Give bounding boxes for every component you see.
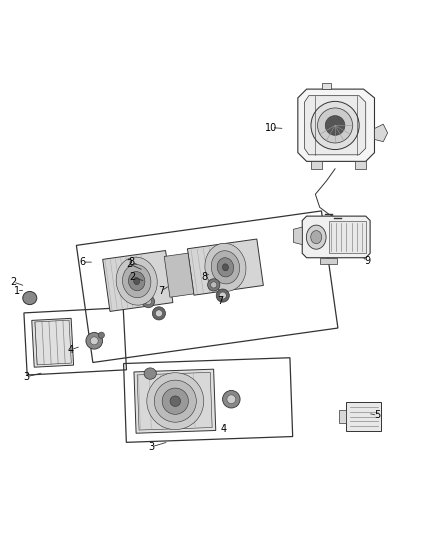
Text: 3: 3 — [23, 372, 29, 382]
Text: 10: 10 — [265, 123, 278, 133]
Ellipse shape — [325, 116, 345, 135]
Polygon shape — [346, 402, 381, 431]
Ellipse shape — [219, 292, 226, 299]
Ellipse shape — [211, 251, 240, 284]
Ellipse shape — [223, 391, 240, 408]
Ellipse shape — [318, 108, 353, 143]
Polygon shape — [187, 239, 263, 295]
Ellipse shape — [208, 279, 220, 291]
Ellipse shape — [223, 264, 229, 271]
Polygon shape — [164, 253, 194, 297]
Polygon shape — [304, 96, 366, 155]
Ellipse shape — [134, 278, 140, 285]
Ellipse shape — [123, 264, 151, 298]
Ellipse shape — [311, 101, 359, 150]
Polygon shape — [374, 124, 388, 142]
Ellipse shape — [23, 292, 37, 304]
Ellipse shape — [98, 332, 104, 338]
Text: 8: 8 — [128, 257, 134, 267]
Polygon shape — [355, 161, 366, 169]
Polygon shape — [137, 373, 212, 430]
Text: 9: 9 — [364, 256, 370, 266]
Polygon shape — [302, 216, 370, 258]
Text: 5: 5 — [374, 410, 381, 421]
Text: 8: 8 — [201, 272, 207, 282]
Ellipse shape — [155, 310, 162, 317]
Ellipse shape — [216, 289, 230, 302]
Text: 4: 4 — [220, 424, 226, 433]
Ellipse shape — [152, 307, 166, 320]
Ellipse shape — [306, 225, 326, 249]
Ellipse shape — [86, 333, 102, 349]
Polygon shape — [298, 89, 374, 161]
Ellipse shape — [154, 380, 196, 422]
Text: 1: 1 — [14, 286, 20, 296]
Ellipse shape — [170, 396, 180, 407]
Polygon shape — [32, 318, 74, 367]
Polygon shape — [134, 369, 216, 433]
Text: 4: 4 — [68, 345, 74, 355]
Ellipse shape — [217, 258, 233, 277]
Text: 6: 6 — [79, 257, 85, 267]
Polygon shape — [328, 221, 366, 253]
Ellipse shape — [311, 231, 321, 244]
Text: 2: 2 — [126, 259, 132, 269]
Ellipse shape — [144, 368, 156, 379]
Ellipse shape — [145, 298, 152, 305]
Polygon shape — [311, 161, 322, 169]
Ellipse shape — [147, 373, 204, 430]
Polygon shape — [293, 227, 302, 245]
Ellipse shape — [116, 257, 157, 305]
Text: 3: 3 — [148, 442, 154, 452]
Polygon shape — [339, 410, 346, 423]
Text: 7: 7 — [158, 286, 164, 296]
Polygon shape — [322, 83, 331, 89]
Ellipse shape — [205, 243, 246, 292]
Ellipse shape — [142, 295, 155, 308]
Text: 2: 2 — [10, 277, 16, 287]
Polygon shape — [320, 258, 337, 264]
Text: 2: 2 — [129, 272, 135, 282]
Ellipse shape — [90, 337, 98, 345]
Ellipse shape — [128, 271, 145, 290]
Ellipse shape — [211, 282, 217, 288]
Text: 7: 7 — [217, 296, 223, 305]
Ellipse shape — [162, 388, 188, 414]
Polygon shape — [102, 251, 173, 311]
Ellipse shape — [227, 395, 236, 403]
